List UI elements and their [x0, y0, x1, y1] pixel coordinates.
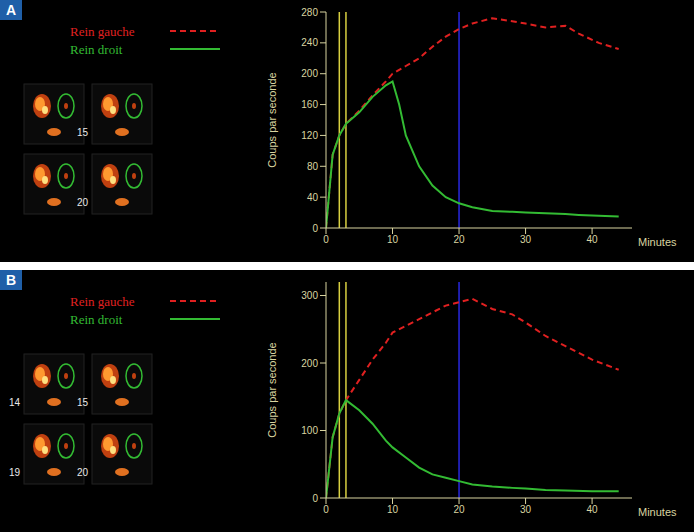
- html-text:A: A: [5, 2, 17, 18]
- svg-text:20: 20: [77, 467, 89, 478]
- svg-text:300: 300: [301, 290, 318, 301]
- svg-text:Rein droit: Rein droit: [70, 42, 123, 57]
- svg-text:100: 100: [301, 425, 318, 436]
- svg-text:160: 160: [301, 99, 318, 110]
- svg-text:Rein gauche: Rein gauche: [70, 24, 135, 39]
- svg-text:0: 0: [323, 234, 329, 245]
- svg-text:Coups par seconde: Coups par seconde: [266, 72, 278, 167]
- svg-text:0: 0: [312, 493, 318, 504]
- svg-text:40: 40: [307, 192, 319, 203]
- svg-text:0: 0: [323, 504, 329, 515]
- svg-text:Rein droit: Rein droit: [70, 312, 123, 327]
- svg-text:280: 280: [301, 7, 318, 18]
- svg-text:200: 200: [301, 68, 318, 79]
- svg-text:10: 10: [387, 504, 399, 515]
- svg-text:120: 120: [301, 130, 318, 141]
- svg-text:240: 240: [301, 37, 318, 48]
- svg-text:19: 19: [9, 467, 21, 478]
- svg-text:Coups par seconde: Coups par seconde: [266, 342, 278, 437]
- svg-text:Rein gauche: Rein gauche: [70, 294, 135, 309]
- svg-text:0: 0: [312, 223, 318, 234]
- svg-text:200: 200: [301, 358, 318, 369]
- svg-text:80: 80: [307, 161, 319, 172]
- svg-text:40: 40: [587, 234, 599, 245]
- svg-text:20: 20: [77, 197, 89, 208]
- svg-text:30: 30: [520, 504, 532, 515]
- svg-text:20: 20: [453, 504, 465, 515]
- svg-text:15: 15: [77, 127, 89, 138]
- svg-text:30: 30: [520, 234, 532, 245]
- svg-text:Minutes: Minutes: [638, 236, 677, 248]
- svg-text:15: 15: [77, 397, 89, 408]
- svg-text:40: 40: [587, 504, 599, 515]
- html-text:B: B: [5, 272, 17, 288]
- svg-text:20: 20: [453, 234, 465, 245]
- svg-text:Minutes: Minutes: [638, 506, 677, 518]
- svg-text:14: 14: [9, 397, 21, 408]
- svg-text:10: 10: [387, 234, 399, 245]
